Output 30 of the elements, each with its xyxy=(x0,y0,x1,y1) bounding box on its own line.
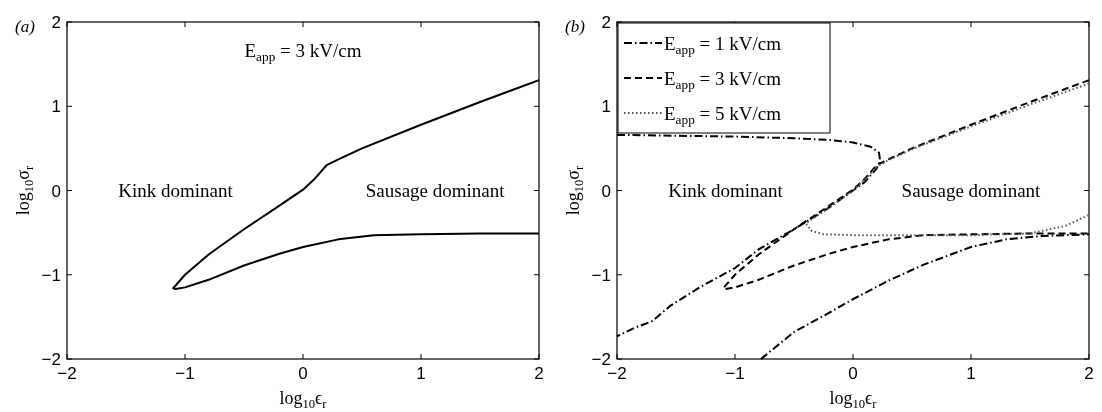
x-tick-label: 0 xyxy=(848,364,858,383)
y-tick-label: 1 xyxy=(601,97,611,117)
y-tick-label: −2 xyxy=(591,350,611,369)
x-tick-label: 2 xyxy=(1084,364,1094,383)
annotation: E$_{app}$ = 3 kV/cm xyxy=(244,40,362,64)
y-tick-label: 0 xyxy=(51,181,61,201)
legend-label: E$_{app}$ = 3 kV/cm xyxy=(664,68,782,92)
x-axis-title: log$_{10}$ϵ$_{r}$ xyxy=(829,388,878,411)
y-tick-label: −1 xyxy=(591,265,611,285)
legend-label: E$_{app}$ = 5 kV/cm xyxy=(664,103,782,127)
x-tick-label: 0 xyxy=(298,364,308,383)
annotation: Sausage dominant xyxy=(365,179,506,201)
annotation: Kink dominant xyxy=(668,179,784,201)
x-tick-label: 1 xyxy=(416,364,426,383)
y-tick-label: 0 xyxy=(601,181,611,201)
x-tick-label: −1 xyxy=(725,364,745,383)
x-tick-label: 2 xyxy=(534,364,544,383)
annotation: Kink dominant xyxy=(118,179,234,201)
y-tick-label: 1 xyxy=(51,97,61,117)
y-tick-label: −1 xyxy=(41,265,61,285)
x-tick-label: −1 xyxy=(175,364,195,383)
chart-title: (b) xyxy=(565,17,586,36)
y-tick-label: −2 xyxy=(41,350,61,369)
annotation: Sausage dominant xyxy=(901,179,1042,201)
x-tick-label: 1 xyxy=(966,364,976,383)
legend-label: E$_{app}$ = 1 kV/cm xyxy=(664,33,782,57)
y-tick-label: 2 xyxy=(51,13,61,32)
y-tick-label: 2 xyxy=(601,13,611,32)
chart-title: (a) xyxy=(15,17,36,36)
x-axis-title: log$_{10}$ϵ$_{r}$ xyxy=(279,388,328,411)
